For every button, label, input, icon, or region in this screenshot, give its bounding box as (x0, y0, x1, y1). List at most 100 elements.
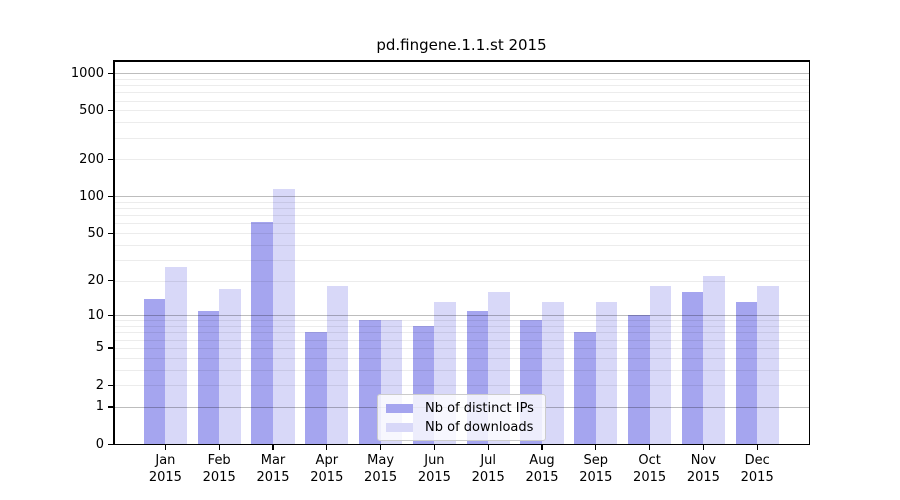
gridline-90 (114, 202, 809, 203)
y-tick-20 (108, 280, 113, 282)
y-tick-label-2: 2 (95, 377, 104, 393)
gridline-100 (114, 196, 809, 198)
gridline-4 (114, 357, 809, 359)
legend-swatch-downloads (386, 422, 413, 432)
gridline-80 (114, 208, 809, 210)
y-tick-label-1: 1 (95, 399, 104, 415)
legend-label-downloads: Nb of downloads (425, 419, 534, 435)
x-tick-label-jan: Jan 2015 (148, 453, 182, 485)
x-tick-label-apr: Apr 2015 (310, 453, 344, 485)
y-tick-200 (108, 158, 113, 161)
x-tick-jun (433, 445, 436, 450)
y-tick-0 (108, 443, 113, 445)
bar-may-distinct-ips (359, 320, 381, 444)
gridline-30 (114, 259, 809, 261)
bar-jan-distinct-ips (143, 298, 166, 444)
x-tick-nov (702, 445, 705, 450)
bar-jan-downloads (165, 267, 187, 444)
y-tick-1 (108, 406, 113, 408)
y-tick-label-1000: 1000 (70, 65, 104, 81)
right-spine (808, 60, 811, 445)
bar-mar-downloads (273, 189, 295, 444)
x-tick-label-sep: Sep 2015 (579, 453, 613, 485)
bar-oct-distinct-ips (628, 315, 650, 444)
y-axis-line (113, 60, 115, 445)
gridline-500 (114, 110, 809, 112)
gridline-2 (114, 385, 809, 387)
y-tick-label-200: 200 (79, 151, 104, 167)
y-tick-label-10: 10 (87, 307, 104, 323)
gridline-300 (114, 137, 809, 139)
gridline-1000 (114, 73, 809, 75)
gridline-600 (114, 100, 809, 102)
x-tick-aug (541, 445, 543, 450)
plot-area: Nb of distinct IPs Nb of downloads (113, 60, 811, 446)
gridline-700 (114, 92, 809, 94)
bar-aug-downloads (542, 302, 564, 444)
y-tick-5 (108, 347, 113, 349)
gridline-70 (114, 215, 809, 217)
legend-item-downloads: Nb of downloads (378, 419, 545, 435)
y-tick-500 (108, 109, 113, 112)
bar-sep-distinct-ips (574, 332, 596, 444)
x-tick-label-jul: Jul 2015 (471, 453, 505, 485)
x-axis-line (113, 443, 810, 446)
gridline-6 (114, 339, 809, 341)
x-tick-apr (326, 445, 328, 450)
legend-swatch-distinct-ips (386, 403, 413, 413)
gridline-9 (114, 320, 809, 322)
bar-dec-downloads (757, 286, 779, 444)
gridline-50 (114, 233, 809, 234)
bar-sep-downloads (595, 302, 618, 444)
bar-feb-downloads (219, 288, 241, 444)
y-tick-2 (108, 384, 113, 386)
y-tick-label-5: 5 (95, 340, 104, 356)
x-tick-label-jun: Jun 2015 (417, 453, 451, 485)
y-tick-1000 (108, 72, 113, 75)
gridline-200 (114, 159, 809, 161)
gridline-5 (114, 347, 809, 349)
x-tick-mar (272, 445, 274, 450)
gridline-7 (114, 332, 809, 334)
bar-feb-distinct-ips (197, 310, 220, 444)
x-tick-label-nov: Nov 2015 (686, 453, 720, 485)
x-tick-sep (595, 445, 597, 450)
x-tick-jan (164, 445, 167, 450)
x-tick-oct (648, 445, 651, 450)
y-tick-label-20: 20 (87, 273, 104, 289)
y-tick-100 (108, 195, 113, 198)
x-tick-may (379, 445, 382, 450)
x-tick-label-dec: Dec 2015 (740, 453, 774, 485)
y-tick-label-500: 500 (79, 102, 104, 118)
gridline-20 (114, 280, 809, 282)
bar-dec-distinct-ips (735, 302, 758, 444)
bar-nov-downloads (703, 275, 725, 444)
gridline-800 (114, 85, 809, 87)
gridline-60 (114, 223, 809, 225)
x-tick-label-mar: Mar 2015 (256, 453, 290, 485)
gridline-3 (114, 369, 809, 371)
gridline-40 (114, 244, 809, 246)
legend-item-distinct-ips: Nb of distinct IPs (378, 400, 545, 416)
gridline-8 (114, 326, 809, 328)
x-tick-dec (756, 445, 758, 450)
gridline-10 (114, 315, 809, 317)
bar-mar-distinct-ips (251, 221, 273, 444)
gridline-400 (114, 122, 809, 124)
x-tick-label-aug: Aug 2015 (525, 453, 559, 485)
bar-nov-distinct-ips (681, 292, 704, 444)
x-tick-feb (218, 445, 220, 450)
chart-title: pd.fingene.1.1.st 2015 (376, 36, 547, 54)
top-spine (113, 60, 810, 62)
gridline-900 (114, 78, 809, 80)
legend: Nb of distinct IPs Nb of downloads (377, 394, 546, 441)
x-tick-label-feb: Feb 2015 (202, 453, 236, 485)
legend-label-distinct-ips: Nb of distinct IPs (425, 400, 534, 416)
x-tick-jul (487, 445, 489, 450)
bar-apr-distinct-ips (305, 332, 327, 444)
y-tick-10 (108, 314, 113, 317)
y-tick-label-100: 100 (79, 188, 104, 204)
y-tick-label-50: 50 (87, 225, 104, 241)
x-tick-label-oct: Oct 2015 (633, 453, 667, 485)
